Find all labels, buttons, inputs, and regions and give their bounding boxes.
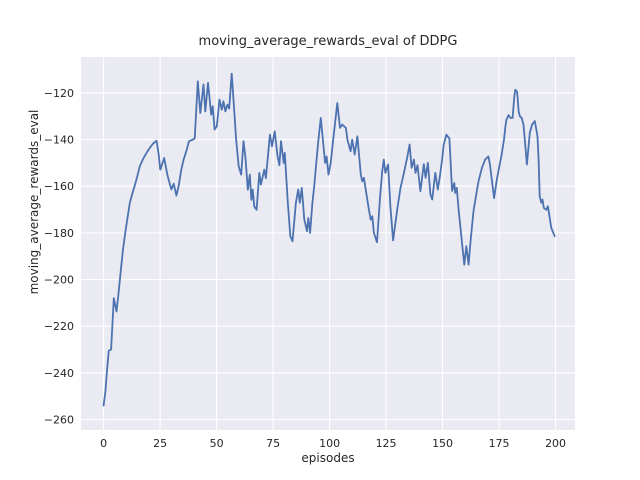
y-tick-label: −160 [44,180,74,193]
reward-line [102,72,556,407]
y-tick-label: −140 [44,134,74,147]
line-series [102,72,556,407]
gridlines [81,57,575,430]
x-tick-label: 175 [489,437,510,450]
y-tick-label: −120 [44,87,74,100]
chart-title: moving_average_rewards_eval of DDPG [198,34,458,49]
x-tick-label: 25 [153,437,167,450]
x-tick-labels: 0 25 50 75 100 125 150 175 200 [100,437,566,450]
x-tick-label: 125 [376,437,397,450]
x-axis-label: episodes [301,451,355,465]
axes-background [81,57,575,430]
y-tick-label: −240 [44,367,74,380]
y-tick-labels: −120 −140 −160 −180 −200 −220 −240 −260 [44,87,74,427]
x-tick-label: 200 [545,437,566,450]
x-tick-label: 150 [432,437,453,450]
x-tick-label: 0 [100,437,107,450]
x-tick-label: 75 [266,437,280,450]
x-tick-label: 50 [210,437,224,450]
y-tick-label: −180 [44,227,74,240]
y-tick-label: −220 [44,320,74,333]
x-tick-label: 100 [319,437,340,450]
y-tick-label: −200 [44,274,74,287]
y-tick-label: −260 [44,414,74,427]
